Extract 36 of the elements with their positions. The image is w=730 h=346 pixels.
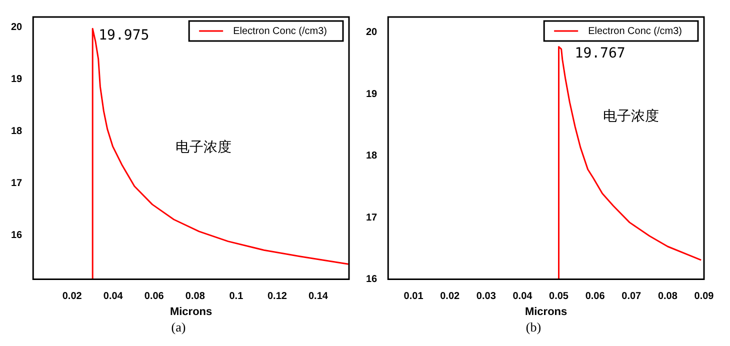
y-tick-label: 16 [366,274,378,285]
x-tick-label: 0.08 [185,290,206,302]
x-tick-label: 0.14 [308,290,328,302]
y-tick-label: 19 [366,88,378,100]
x-tick-label: 0.09 [694,290,714,302]
legend-label: Electron Conc (/cm3) [588,26,682,37]
x-tick-label: 0.03 [476,290,496,302]
y-tick-label: 20 [366,27,378,38]
y-tick-label: 19 [11,74,23,86]
x-tick-label: 0.01 [404,290,424,302]
x-tick-label: 0.02 [62,290,82,302]
x-tick-label: 0.08 [658,290,678,302]
x-axis-title: Microns [524,306,568,318]
annotation: 电子浓度 [175,140,232,156]
y-tick-label: 17 [366,212,378,224]
text: (a) [171,320,186,335]
y-tick-label: 18 [366,150,378,162]
text: (b) [526,320,542,335]
x-axis-title: Microns [170,306,212,318]
annotation: 电子浓度 [602,108,659,124]
x-tick-label: 0.07 [622,290,642,302]
x-tick-label: 0.02 [440,290,460,302]
y-tick-label: 16 [11,230,23,241]
x-tick-label: 0.05 [549,290,569,302]
annotation: 19.767 [574,45,626,62]
x-tick-label: 0.06 [144,290,164,302]
x-tick-label: 0.04 [103,290,124,302]
y-tick-label: 18 [11,126,23,137]
x-tick-label: 0.04 [512,290,533,302]
annotation: 19.975 [98,27,150,44]
x-tick-label: 0.06 [585,290,606,302]
y-tick-label: 17 [11,178,23,189]
y-tick-label: 20 [11,22,23,34]
x-tick-label: 0.1 [229,290,244,302]
x-tick-label: 0.12 [267,290,288,302]
legend-label: Electron Conc (/cm3) [233,26,328,37]
